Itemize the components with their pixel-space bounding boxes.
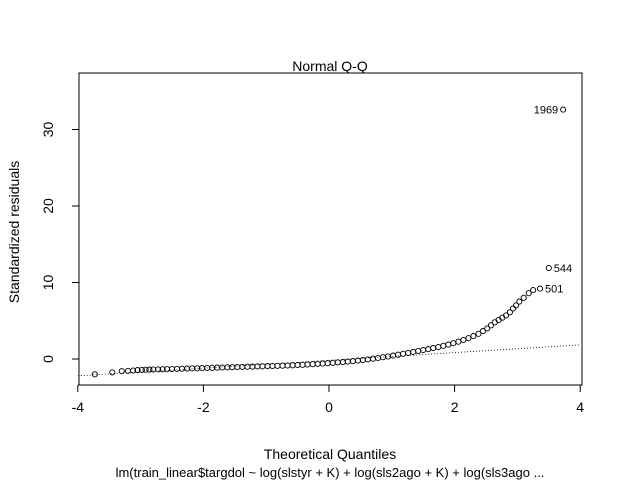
data-point xyxy=(314,360,321,367)
y-tick-label: 0 xyxy=(40,355,56,363)
data-point xyxy=(484,325,491,332)
data-point xyxy=(440,342,447,349)
data-point xyxy=(400,350,407,357)
data-point xyxy=(264,363,271,370)
data-point xyxy=(545,264,552,272)
data-point xyxy=(536,285,544,292)
data-point xyxy=(455,338,462,345)
data-point xyxy=(234,363,241,371)
data-point xyxy=(259,363,266,370)
data-point xyxy=(91,371,98,378)
point-label: 1969 xyxy=(534,105,558,117)
data-point xyxy=(324,360,331,367)
data-point xyxy=(525,290,532,297)
data-point xyxy=(219,364,226,371)
data-point xyxy=(304,361,311,368)
data-point xyxy=(487,322,495,329)
data-point xyxy=(214,364,221,371)
data-point xyxy=(344,358,351,365)
data-point xyxy=(294,361,301,369)
data-point xyxy=(509,305,517,312)
data-point xyxy=(299,361,306,368)
data-point xyxy=(390,352,397,359)
data-point xyxy=(425,346,432,353)
data-point xyxy=(168,365,176,373)
data-point xyxy=(530,287,537,294)
points-group xyxy=(91,106,567,378)
data-point xyxy=(339,359,346,366)
data-point xyxy=(475,330,482,337)
point-label: 501 xyxy=(545,284,563,296)
data-point xyxy=(420,346,427,354)
data-point xyxy=(415,347,422,355)
data-point xyxy=(513,302,520,309)
data-point xyxy=(146,366,153,373)
data-point xyxy=(479,328,486,335)
data-point xyxy=(109,369,116,376)
data-point xyxy=(369,355,377,362)
annotation-group: 1969 544 501 xyxy=(534,105,572,296)
data-point xyxy=(395,351,402,358)
data-point xyxy=(142,366,149,373)
y-axis: 0 10 20 30 xyxy=(40,122,80,363)
data-point xyxy=(244,363,251,370)
chart-title: Normal Q-Q xyxy=(292,58,368,74)
reference-line xyxy=(77,344,581,377)
data-point xyxy=(155,366,162,373)
data-point xyxy=(516,298,523,305)
data-point xyxy=(254,363,261,370)
data-point xyxy=(450,340,457,347)
data-point xyxy=(364,356,371,363)
data-point xyxy=(470,333,477,340)
data-point xyxy=(405,349,412,356)
point-label: 544 xyxy=(554,263,572,275)
data-point xyxy=(239,363,246,370)
y-tick-label: 20 xyxy=(40,198,56,214)
x-tick-label: -2 xyxy=(197,399,210,415)
x-tick-label: 2 xyxy=(451,399,459,415)
x-tick-label: 0 xyxy=(325,399,333,415)
data-point xyxy=(159,366,166,373)
data-point xyxy=(309,361,316,368)
data-point xyxy=(138,366,145,373)
data-point xyxy=(520,294,527,301)
data-point xyxy=(560,106,567,113)
data-point xyxy=(124,367,132,374)
data-point xyxy=(329,359,336,366)
data-point xyxy=(374,354,382,362)
x-axis: -4 -2 0 2 4 xyxy=(72,384,584,415)
data-point xyxy=(460,336,467,344)
data-point xyxy=(173,365,181,372)
data-point xyxy=(274,362,281,369)
plot-frame xyxy=(78,72,583,386)
data-point xyxy=(118,368,125,375)
data-point xyxy=(506,309,513,316)
data-point xyxy=(229,364,236,371)
data-point xyxy=(130,367,137,374)
data-point xyxy=(224,364,231,371)
data-point xyxy=(445,341,452,348)
x-axis-label: Theoretical Quantiles xyxy=(264,446,396,462)
chart-subtitle: lm(train_linear$targdol ~ log(slstyr + K… xyxy=(116,465,545,480)
data-point xyxy=(465,335,472,342)
data-point xyxy=(284,362,291,369)
data-point xyxy=(279,362,286,369)
data-point xyxy=(410,348,417,355)
data-point xyxy=(134,367,141,374)
data-point xyxy=(430,345,437,352)
y-tick-label: 30 xyxy=(40,122,56,138)
data-point xyxy=(319,360,326,367)
y-axis-label: Standardized residuals xyxy=(6,161,22,303)
data-point xyxy=(435,343,442,351)
data-point xyxy=(178,365,186,372)
data-point xyxy=(334,359,341,366)
x-tick-label: 4 xyxy=(576,399,584,415)
y-tick-label: 10 xyxy=(40,275,56,291)
data-point xyxy=(289,362,296,369)
x-tick-label: -4 xyxy=(72,399,85,415)
data-point xyxy=(503,312,510,319)
data-point xyxy=(354,357,361,364)
data-point xyxy=(349,358,356,365)
